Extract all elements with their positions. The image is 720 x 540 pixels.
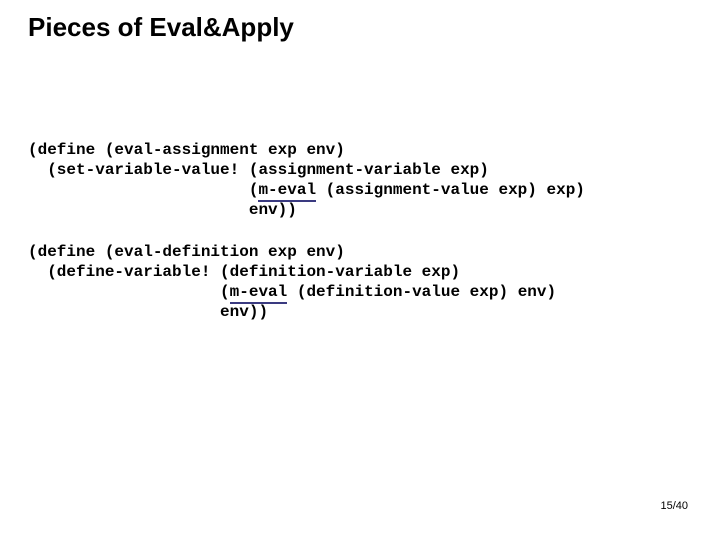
code-block-eval-assignment: (define (eval-assignment exp env) (set-v… [28,140,692,220]
code-area: (define (eval-assignment exp env) (set-v… [28,140,692,344]
code-line: env)) [28,201,297,219]
code-line: (define (eval-definition exp env) [28,243,345,261]
code-indent: ( [28,181,258,199]
code-line: (set-variable-value! (assignment-variabl… [28,161,489,179]
code-indent: ( [28,283,230,301]
highlight-m-eval: m-eval [230,283,288,304]
code-rest: (assignment-value exp) exp) [316,181,585,199]
code-rest: (definition-value exp) env) [287,283,556,301]
slide: Pieces of Eval&Apply (define (eval-assig… [0,0,720,540]
code-line: env)) [28,303,268,321]
code-line: (define (eval-assignment exp env) [28,141,345,159]
highlight-m-eval: m-eval [258,181,316,202]
code-block-eval-definition: (define (eval-definition exp env) (defin… [28,242,692,322]
code-line: (define-variable! (definition-variable e… [28,263,460,281]
page-number: 15/40 [660,500,688,512]
slide-title: Pieces of Eval&Apply [28,12,294,43]
